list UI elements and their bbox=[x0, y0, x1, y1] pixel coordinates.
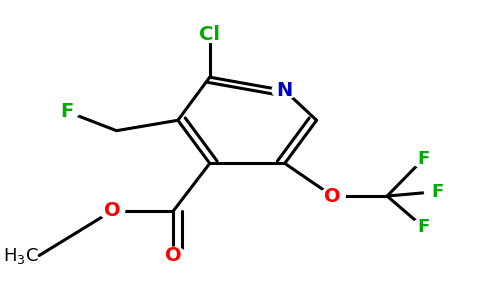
Circle shape bbox=[54, 103, 79, 120]
Circle shape bbox=[411, 219, 436, 236]
Text: N: N bbox=[277, 81, 293, 100]
Text: F: F bbox=[417, 150, 430, 168]
Text: O: O bbox=[324, 187, 341, 206]
Text: H$_3$C: H$_3$C bbox=[3, 245, 39, 266]
Text: F: F bbox=[60, 102, 73, 121]
Text: O: O bbox=[104, 201, 120, 220]
Circle shape bbox=[320, 188, 345, 204]
Text: O: O bbox=[165, 246, 182, 265]
Circle shape bbox=[272, 82, 298, 99]
Circle shape bbox=[424, 183, 450, 200]
Circle shape bbox=[99, 202, 125, 219]
Text: F: F bbox=[417, 218, 430, 236]
Text: F: F bbox=[431, 183, 443, 201]
Circle shape bbox=[197, 26, 223, 42]
Circle shape bbox=[411, 151, 436, 167]
Text: Cl: Cl bbox=[199, 25, 220, 44]
Circle shape bbox=[161, 247, 186, 264]
